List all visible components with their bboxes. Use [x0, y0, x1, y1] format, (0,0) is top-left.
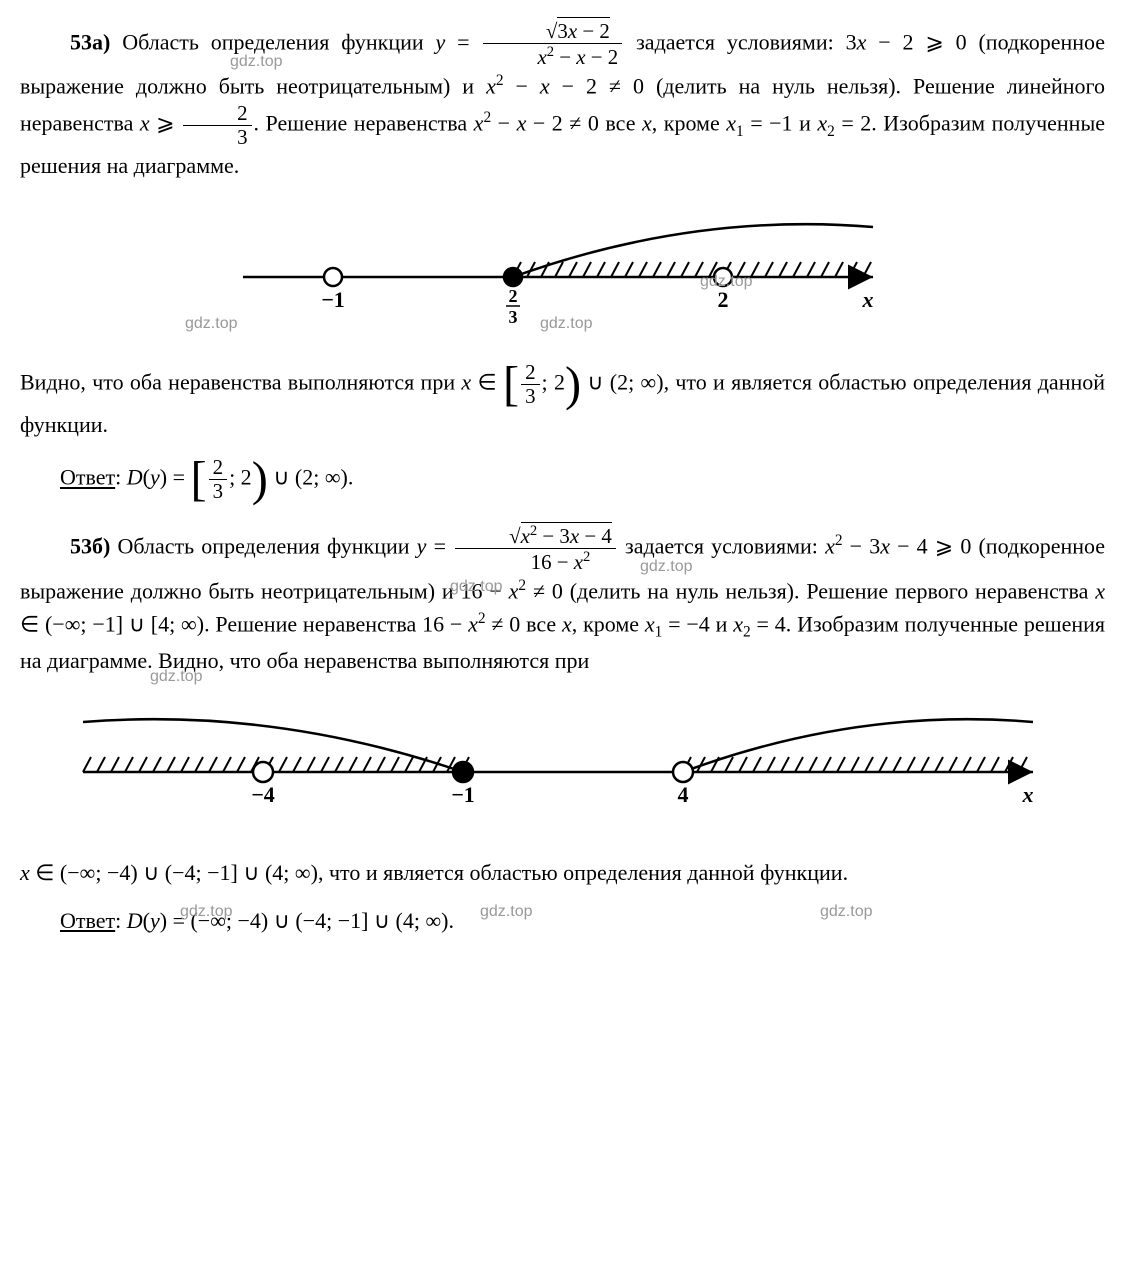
answer-label: Ответ	[60, 465, 115, 490]
svg-text:3: 3	[508, 307, 517, 327]
text: задается усло­виями:	[636, 30, 834, 55]
text: все	[526, 612, 556, 637]
svg-text:2: 2	[508, 286, 517, 306]
main-fraction-a: √3x − 2 x2 − x − 2	[483, 20, 622, 69]
answer-label: Ответ	[60, 908, 115, 933]
svg-text:−4: −4	[251, 782, 275, 807]
eq: =	[457, 30, 469, 55]
problem-b-conclusion: x ∈ (−∞; −4) ∪ (−4; −1] ∪ (4; ∞), что и …	[20, 856, 1105, 889]
problem-a-number: 53а)	[70, 30, 110, 55]
problem-a-conclusion: Видно, что оба неравенства выполняются п…	[20, 361, 1105, 441]
main-fraction-b: √x2 − 3x − 4 16 − x2	[455, 523, 616, 574]
text: . Решение неравенства	[204, 612, 416, 637]
text: . Решение неравенства	[254, 111, 468, 136]
answer-a: Ответ: D(y) = [ 2 3 ; 2) ∪ (2; ∞).	[60, 456, 1105, 503]
text: Область определения функции	[117, 534, 409, 559]
number-line-a: −1232x	[213, 202, 913, 332]
problem-b-number: 53б)	[70, 534, 110, 559]
frac-2-3: 2 3	[183, 102, 251, 149]
text: Область определения функции	[122, 30, 424, 55]
var: y	[436, 30, 446, 55]
problem-a-statement: 53а) Область определения функции y = √3x…	[20, 20, 1105, 182]
text: все	[605, 111, 635, 136]
text: Видно, что оба неравенства выполняются п…	[20, 370, 455, 395]
problem-b-statement: 53б) Область определения функции y = √x2…	[20, 523, 1105, 677]
text: , кроме	[652, 111, 720, 136]
svg-text:x: x	[1021, 782, 1033, 807]
diagram-a: −1232x	[20, 202, 1105, 341]
diagram-b: −4 −1 4 x	[20, 697, 1105, 836]
text: задается условиями:	[625, 534, 818, 559]
svg-text:−1: −1	[451, 782, 475, 807]
svg-text:4: 4	[677, 782, 688, 807]
number-line-b: −4 −1 4 x	[63, 697, 1063, 827]
svg-text:−1: −1	[321, 287, 345, 312]
and: и	[799, 111, 811, 136]
text: (делить на нуль нельзя). Решение первого…	[570, 578, 1089, 603]
svg-text:2: 2	[717, 287, 728, 312]
text: , что и является областью определе­ния д…	[318, 860, 848, 885]
text: x	[642, 111, 652, 136]
svg-text:x: x	[861, 287, 873, 312]
answer-b: Ответ: D(y) = (−∞; −4) ∪ (−4; −1] ∪ (4; …	[60, 904, 1105, 937]
